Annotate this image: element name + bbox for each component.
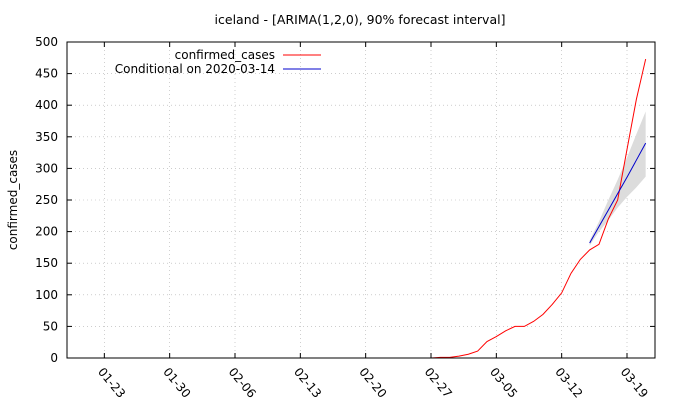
forecast-line	[589, 142, 647, 244]
y-tick-label: 500	[35, 35, 58, 49]
y-tick-label: 0	[50, 351, 58, 365]
y-tick-label: 400	[35, 98, 58, 112]
forecast-interval-band	[589, 111, 646, 246]
grid	[67, 41, 655, 359]
y-tick-label: 200	[35, 225, 58, 239]
y-axis-label: confirmed_cases	[6, 150, 20, 250]
y-tick-label: 450	[35, 67, 58, 81]
y-tick-label: 100	[35, 288, 58, 302]
y-tick-label: 150	[35, 256, 58, 270]
forecast-interval-layer	[589, 111, 646, 246]
y-tick-label: 50	[43, 319, 58, 333]
y-tick-label: 250	[35, 193, 58, 207]
legend-label: confirmed_cases	[175, 48, 275, 62]
chart-title: iceland - [ARIMA(1,2,0), 90% forecast in…	[215, 12, 506, 27]
y-tick-label: 350	[35, 130, 58, 144]
y-axis: 0 50 100 150 200 250 300 350 400 450 500	[35, 35, 655, 365]
legend-label: Conditional on 2020-03-14	[115, 62, 275, 76]
y-tick-label: 300	[35, 161, 58, 175]
